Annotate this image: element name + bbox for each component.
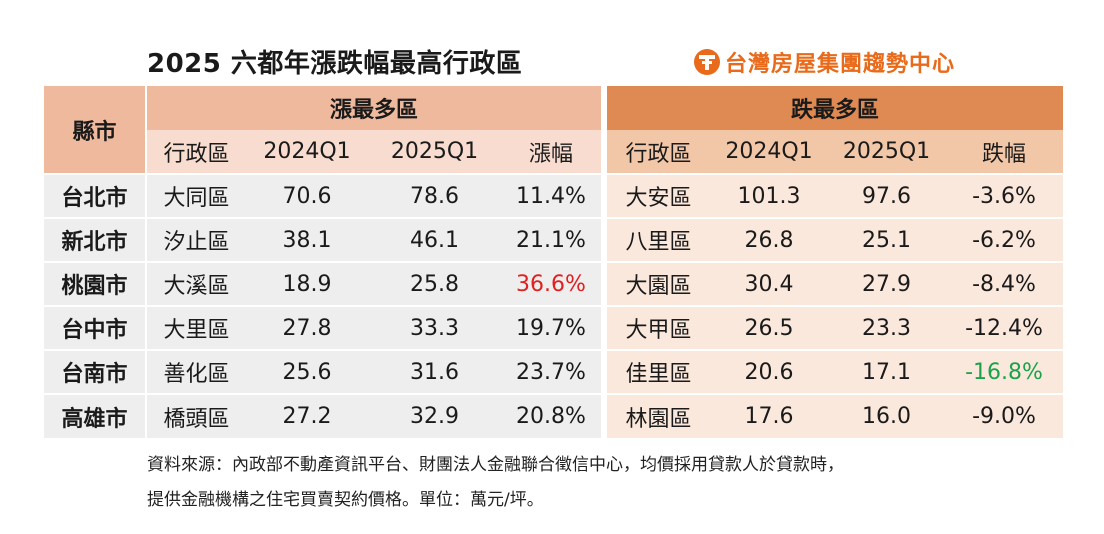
fall-2025q1-cell: 16.0 [828, 393, 945, 438]
T-logo-icon [694, 49, 720, 75]
rise-2024q1-cell: 27.8 [246, 305, 368, 350]
fall-district-cell: 大甲區 [601, 305, 710, 350]
rise-district-cell: 大溪區 [145, 261, 246, 306]
table-row: 新北市 汐止區 38.1 46.1 21.1% 八里區 26.8 25.1 -6… [44, 217, 1063, 262]
fall-2025q1-cell: 27.9 [828, 261, 945, 306]
rise-district-cell: 善化區 [145, 349, 246, 394]
fall-2025q1-cell: 97.6 [828, 173, 945, 218]
fall-subheader-2025q1: 2025Q1 [828, 130, 945, 174]
county-cell: 台北市 [44, 173, 146, 218]
fall-district-cell: 佳里區 [601, 349, 710, 394]
price-change-table: 縣市 漲最多區 跌最多區 行政區 2024Q1 2025Q1 漲幅 行政區 20… [44, 86, 1063, 438]
rise-district-cell: 橋頭區 [145, 393, 246, 438]
rise-2024q1-cell: 70.6 [246, 173, 368, 218]
table-row: 台北市 大同區 70.6 78.6 11.4% 大安區 101.3 97.6 -… [44, 173, 1063, 218]
rise-subheader-2024q1: 2024Q1 [246, 130, 368, 174]
county-cell: 台中市 [44, 305, 146, 350]
fall-2024q1-cell: 26.8 [710, 217, 828, 262]
rise-2025q1-cell: 25.8 [368, 261, 501, 306]
brand-logo: 台灣房屋集團趨勢中心 [693, 47, 955, 77]
fall-change-cell-max: -16.8% [945, 349, 1063, 394]
source-note-line1: 資料來源：內政部不動產資訊平台、財團法人金融聯合徵信中心，均價採用貸款人於貸款時… [147, 455, 844, 475]
fall-district-cell: 大安區 [601, 173, 710, 218]
rise-district-cell: 大里區 [145, 305, 246, 350]
rise-change-cell: 21.1% [501, 217, 604, 262]
county-header: 縣市 [44, 86, 146, 174]
fall-change-cell: -6.2% [945, 217, 1063, 262]
county-cell: 桃園市 [44, 261, 146, 306]
rise-change-cell: 19.7% [501, 305, 604, 350]
fall-2025q1-cell: 25.1 [828, 217, 945, 262]
fall-change-cell: -8.4% [945, 261, 1063, 306]
rise-2024q1-cell: 27.2 [246, 393, 368, 438]
fall-header: 跌最多區 [601, 86, 1063, 130]
fall-change-cell: -12.4% [945, 305, 1063, 350]
rise-change-cell-max: 36.6% [501, 261, 604, 306]
fall-district-cell: 大園區 [601, 261, 710, 306]
page-title: 2025 六都年漲跌幅最高行政區 [147, 49, 523, 79]
fall-2025q1-cell: 17.1 [828, 349, 945, 394]
fall-2024q1-cell: 26.5 [710, 305, 828, 350]
fall-subheader-change: 跌幅 [945, 130, 1063, 174]
rise-header: 漲最多區 [145, 86, 604, 130]
rise-subheader-district: 行政區 [145, 130, 246, 174]
fall-change-cell: -3.6% [945, 173, 1063, 218]
rise-subheader-2025q1: 2025Q1 [368, 130, 501, 174]
fall-2024q1-cell: 30.4 [710, 261, 828, 306]
rise-district-cell: 汐止區 [145, 217, 246, 262]
rise-district-cell: 大同區 [145, 173, 246, 218]
rise-2024q1-cell: 25.6 [246, 349, 368, 394]
rise-change-cell: 23.7% [501, 349, 604, 394]
county-cell: 台南市 [44, 349, 146, 394]
source-note-line2: 提供金融機構之住宅買賣契約價格。單位：萬元/坪。 [147, 490, 544, 510]
fall-2024q1-cell: 101.3 [710, 173, 828, 218]
fall-district-cell: 八里區 [601, 217, 710, 262]
rise-change-cell: 20.8% [501, 393, 604, 438]
county-cell: 新北市 [44, 217, 146, 262]
rise-2025q1-cell: 33.3 [368, 305, 501, 350]
fall-2025q1-cell: 23.3 [828, 305, 945, 350]
rise-subheader-change: 漲幅 [501, 130, 604, 174]
rise-2025q1-cell: 46.1 [368, 217, 501, 262]
fall-change-cell: -9.0% [945, 393, 1063, 438]
county-cell: 高雄市 [44, 393, 146, 438]
fall-district-cell: 林園區 [601, 393, 710, 438]
table-row: 台南市 善化區 25.6 31.6 23.7% 佳里區 20.6 17.1 -1… [44, 349, 1063, 394]
fall-subheader-2024q1: 2024Q1 [710, 130, 828, 174]
rise-2025q1-cell: 31.6 [368, 349, 501, 394]
rise-2025q1-cell: 32.9 [368, 393, 501, 438]
table-row: 台中市 大里區 27.8 33.3 19.7% 大甲區 26.5 23.3 -1… [44, 305, 1063, 350]
table-row: 桃園市 大溪區 18.9 25.8 36.6% 大園區 30.4 27.9 -8… [44, 261, 1063, 306]
table-row: 高雄市 橋頭區 27.2 32.9 20.8% 林園區 17.6 16.0 -9… [44, 393, 1063, 438]
rise-2024q1-cell: 38.1 [246, 217, 368, 262]
rise-change-cell: 11.4% [501, 173, 604, 218]
rise-2024q1-cell: 18.9 [246, 261, 368, 306]
fall-2024q1-cell: 20.6 [710, 349, 828, 394]
fall-subheader-district: 行政區 [601, 130, 710, 174]
logo-text: 台灣房屋集團趨勢中心 [725, 52, 956, 77]
fall-2024q1-cell: 17.6 [710, 393, 828, 438]
rise-2025q1-cell: 78.6 [368, 173, 501, 218]
